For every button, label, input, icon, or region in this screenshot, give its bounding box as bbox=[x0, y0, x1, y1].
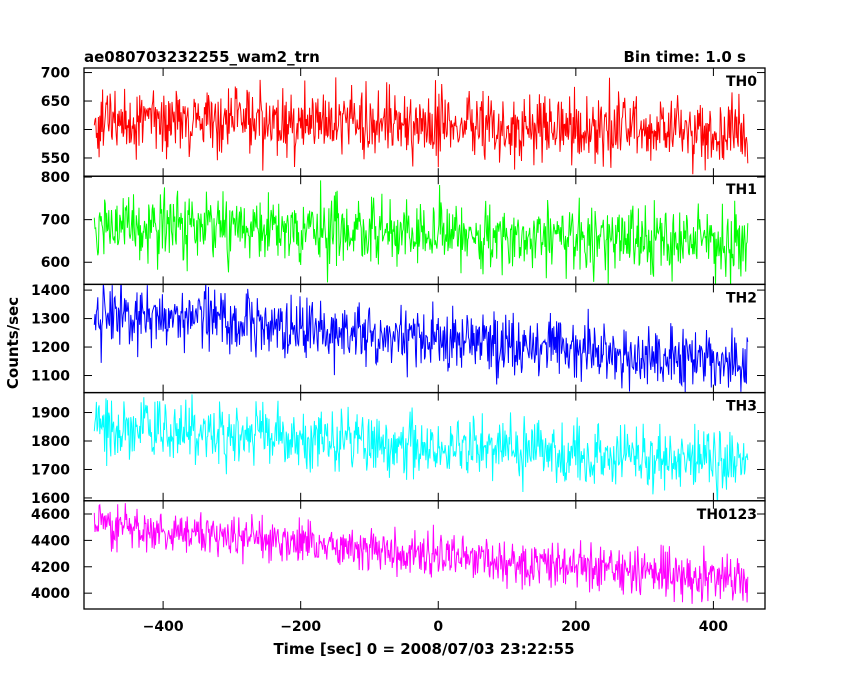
y-tick-label: 1200 bbox=[31, 340, 70, 356]
series-th0 bbox=[93, 77, 749, 175]
y-tick-label: 1100 bbox=[31, 369, 70, 385]
y-axis-label: Counts/sec bbox=[4, 297, 22, 389]
y-tick-label: 4200 bbox=[31, 560, 70, 576]
panel-th0123: 4000 4200 4400 4600 TH0123 bbox=[31, 500, 766, 610]
y-tick-label: 800 bbox=[41, 170, 70, 186]
panels: 550600650700TH0600700800TH11100120013001… bbox=[31, 66, 766, 610]
x-axis: −400 −200 0 200 400 bbox=[143, 619, 729, 635]
y-tick-label: 600 bbox=[41, 255, 70, 271]
panel-th2: 1100 1200 1300 1400 TH2 bbox=[31, 283, 766, 394]
panel-th0: 550 600 650 700 TH0 bbox=[41, 66, 766, 177]
y-tick-label: 4000 bbox=[31, 586, 70, 602]
y-tick-label: 650 bbox=[41, 94, 70, 110]
y-tick-label: 1900 bbox=[31, 406, 70, 422]
panel-th1: 600 700 800 TH1 bbox=[41, 170, 766, 286]
panel-label: TH3 bbox=[726, 399, 757, 415]
series-th0123 bbox=[93, 503, 749, 604]
series-th3 bbox=[93, 394, 749, 501]
x-tick-label: 200 bbox=[561, 619, 590, 635]
y-tick-label: 1400 bbox=[31, 283, 70, 299]
x-tick-label: −200 bbox=[280, 619, 321, 635]
x-tick-label: −400 bbox=[143, 619, 184, 635]
bin-time-label: Bin time: 1.0 s bbox=[623, 48, 746, 66]
y-tick-label: 550 bbox=[41, 151, 70, 167]
panel-th3: 1600 1700 1800 1900 TH3 bbox=[31, 391, 766, 507]
series-th2 bbox=[93, 284, 749, 393]
y-tick-label: 1600 bbox=[31, 491, 70, 507]
panel-label: TH0 bbox=[726, 74, 757, 90]
chart-title: ae080703232255_wam2_trn bbox=[84, 48, 320, 66]
x-tick-label: 0 bbox=[433, 619, 443, 635]
y-tick-label: 700 bbox=[41, 213, 70, 229]
y-tick-label: 4600 bbox=[31, 507, 70, 523]
y-tick-label: 1700 bbox=[31, 462, 70, 478]
y-tick-label: 1800 bbox=[31, 434, 70, 450]
panel-label: TH2 bbox=[726, 290, 757, 306]
y-tick-label: 700 bbox=[41, 66, 70, 82]
x-tick-label: 400 bbox=[699, 619, 728, 635]
panel-frame bbox=[83, 500, 766, 610]
series-th1 bbox=[93, 180, 749, 285]
panel-label: TH1 bbox=[726, 182, 757, 198]
y-tick-label: 4400 bbox=[31, 533, 70, 549]
y-tick-label: 1300 bbox=[31, 312, 70, 328]
x-axis-label: Time [sec] 0 = 2008/07/03 23:22:55 bbox=[273, 640, 574, 658]
panel-label: TH0123 bbox=[697, 507, 757, 523]
y-tick-label: 600 bbox=[41, 123, 70, 139]
